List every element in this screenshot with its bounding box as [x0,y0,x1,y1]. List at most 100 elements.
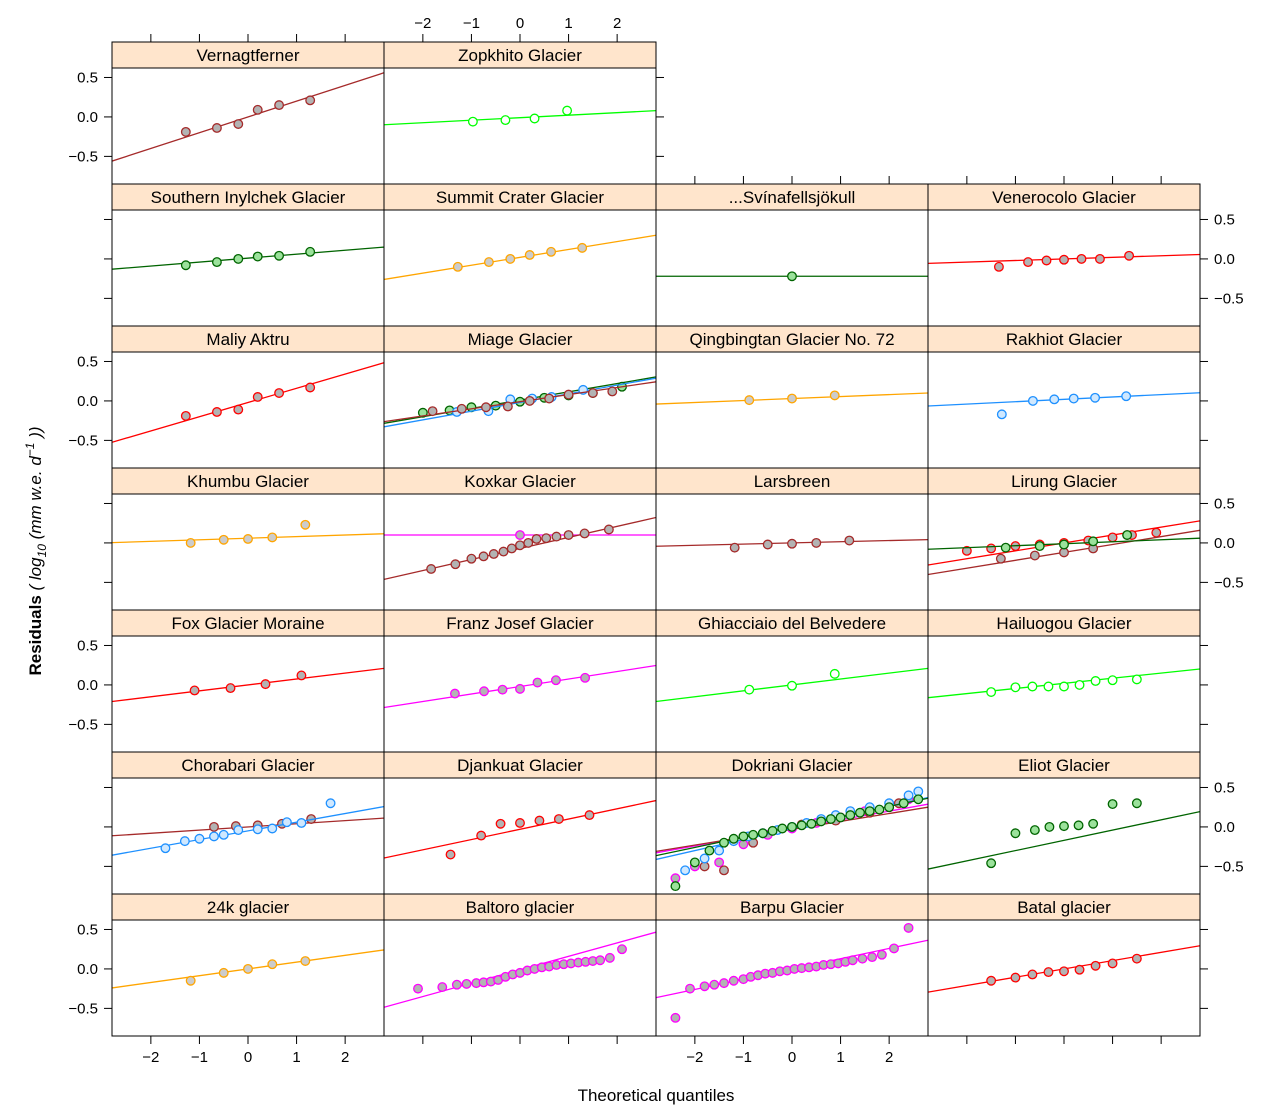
data-point [417,407,428,418]
panel-frame [111,351,385,469]
data-point [515,540,525,551]
data-point [252,251,263,262]
panel-title: Dokriani Glacier [732,756,853,775]
data-point [300,956,311,966]
y-axis-right-row-0 [656,76,664,157]
data-point [806,818,817,829]
data-point [961,545,972,556]
panel-hailuogou-glacier: Hailuogou Glacier [927,609,1201,753]
panel-title: Lirung Glacier [1011,472,1117,491]
data-point [456,403,467,414]
data-point [1034,541,1045,552]
panel-summit-crater-glacier: Summit Crater Glacier [383,183,657,327]
data-point [260,679,271,690]
panel-frame [383,635,657,753]
y-tick-label: 0.5 [1214,779,1235,796]
data-point [524,395,535,406]
data-point [1131,798,1142,809]
data-point [233,253,244,264]
data-point [1090,392,1101,403]
panel-chorabari-glacier: Chorabari Glacier [111,751,385,895]
data-point [787,393,797,404]
data-point [305,246,316,257]
data-point [670,1012,681,1023]
panel-frame [655,351,929,469]
panel-plot [384,931,656,1008]
data-point [595,955,606,966]
data-point [502,401,513,412]
panel-title: Larsbreen [754,472,831,491]
data-point [449,688,460,699]
data-point [1088,536,1099,547]
data-point [680,865,691,876]
x-tick-label: 2 [341,1049,349,1066]
panel-title: Ghiacciaio del Belvedere [698,614,886,633]
data-point [1124,250,1135,261]
data-point [1059,821,1069,832]
data-point [857,953,868,964]
data-point [847,955,858,966]
data-point [699,981,710,992]
data-point [451,979,462,990]
panel-strip [111,893,385,921]
data-point [829,668,840,679]
data-point [180,260,191,271]
data-point [1068,393,1079,404]
data-point [296,818,307,828]
y-axis-left-row-2: −0.5 0.0 0.5 [68,353,112,449]
panel-strip [111,751,385,779]
data-point [811,537,822,548]
data-point [995,553,1006,564]
x-tick-label: −2 [686,1049,703,1066]
panel-title: Qingbingtan Glacier No. 72 [689,330,894,349]
data-point [728,833,739,844]
data-point [450,559,461,570]
y-tick-label: 0.0 [77,961,98,978]
y-tick-label: 0.0 [77,393,98,410]
panel-franz-josef-glacier: Franz Josef Glacier [383,609,657,753]
panel-frame [927,919,1201,1037]
data-point [864,806,875,817]
y-axis-title-exponent: −1 [23,443,37,457]
data-point [993,261,1004,272]
data-point [829,390,840,401]
data-point [744,684,755,695]
x-axis-bottom-col-3 [966,1036,1162,1044]
x-tick-label: 1 [564,15,572,32]
panel-frame [111,209,385,327]
panel-frame [927,351,1201,469]
panel-title: Rakhiot Glacier [1006,330,1123,349]
data-point [194,833,205,844]
data-point [1059,681,1069,692]
panel-plot [384,376,656,428]
data-point [867,952,878,963]
panel-frame [383,67,657,185]
panel-plot [656,922,928,1023]
data-point [986,543,997,554]
panel-rakhiot-glacier: Rakhiot Glacier [927,325,1201,469]
y-tick-label: 0.5 [77,69,98,86]
data-point [515,530,525,540]
data-point [481,402,491,413]
panel-title: Fox Glacier Moraine [171,614,324,633]
data-point [296,670,307,681]
panel-plot [928,250,1200,272]
panel-venerocolo-glacier: Venerocolo Glacier [927,183,1201,327]
data-point [787,271,797,282]
y-tick-label: −0.5 [68,1000,98,1017]
data-point [218,829,229,840]
panel-vernagtferner: Vernagtferner [111,41,385,185]
y-axis-left-row-6: −0.5 0.0 0.5 [68,921,112,1017]
panel-frame [927,777,1201,895]
data-point [762,539,773,550]
data-point [500,115,511,126]
data-point [497,684,508,695]
panel-zopkhito-glacier: Zopkhito Glacier [383,41,657,185]
data-point [498,546,509,557]
data-point [1010,972,1021,983]
y-tick-label: 0.5 [1214,211,1235,228]
data-point [483,257,494,268]
data-point [267,532,278,543]
panel-dokriani-glacier: Dokriani Glacier [655,751,929,895]
panel-frame [655,209,929,327]
